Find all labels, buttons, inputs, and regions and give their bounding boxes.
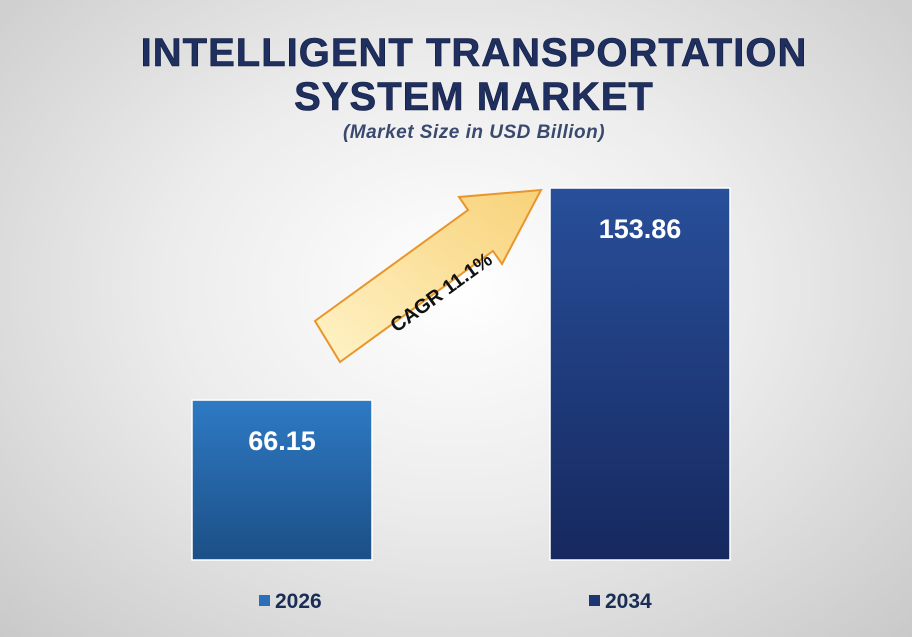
legend: 2026 2034 [259,590,652,613]
legend-label-2026: 2026 [275,590,322,613]
legend-entry-2034: 2034 [589,590,652,613]
bar-2026 [191,399,373,561]
cagr-arrow-shape [313,188,543,364]
chart-title-line-2: SYSTEM MARKET [294,75,654,119]
chart-title-line-1: INTELLIGENT TRANSPORTATION [141,31,808,75]
legend-swatch-2034 [589,595,600,606]
bar-2034 [549,187,731,561]
legend-label-2034: 2034 [605,590,652,613]
chart-subtitle: (Market Size in USD Billion) [343,122,605,143]
data-label-2034: 153.86 [599,214,682,244]
bars-layer: 66.15 153.86 [191,187,731,561]
legend-entry-2026: 2026 [259,590,322,613]
cagr-arrow-annotation: CAGR 11.1% [313,188,543,364]
data-label-2026: 66.15 [248,426,316,456]
legend-swatch-2026 [259,595,270,606]
